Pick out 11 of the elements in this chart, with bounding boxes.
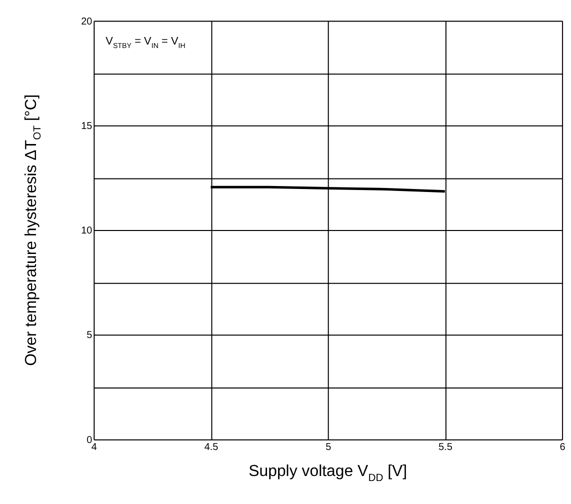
x-tick-label: 5 <box>326 442 332 453</box>
y-tick-label: 5 <box>86 330 93 342</box>
y-tick-label: 20 <box>81 16 93 28</box>
x-tick-label: 5.5 <box>438 442 453 453</box>
y-tick-label: 15 <box>81 120 93 132</box>
y-tick-label: 10 <box>81 226 93 237</box>
x-tick-label: 6 <box>560 442 566 453</box>
x-tick-label: 4.5 <box>204 442 219 453</box>
y-tick-label: 0 <box>86 434 93 446</box>
x-tick-label: 4 <box>91 442 98 453</box>
y-axis-title: Over temperature hysteresis ΔTOT [°C] <box>22 94 44 366</box>
